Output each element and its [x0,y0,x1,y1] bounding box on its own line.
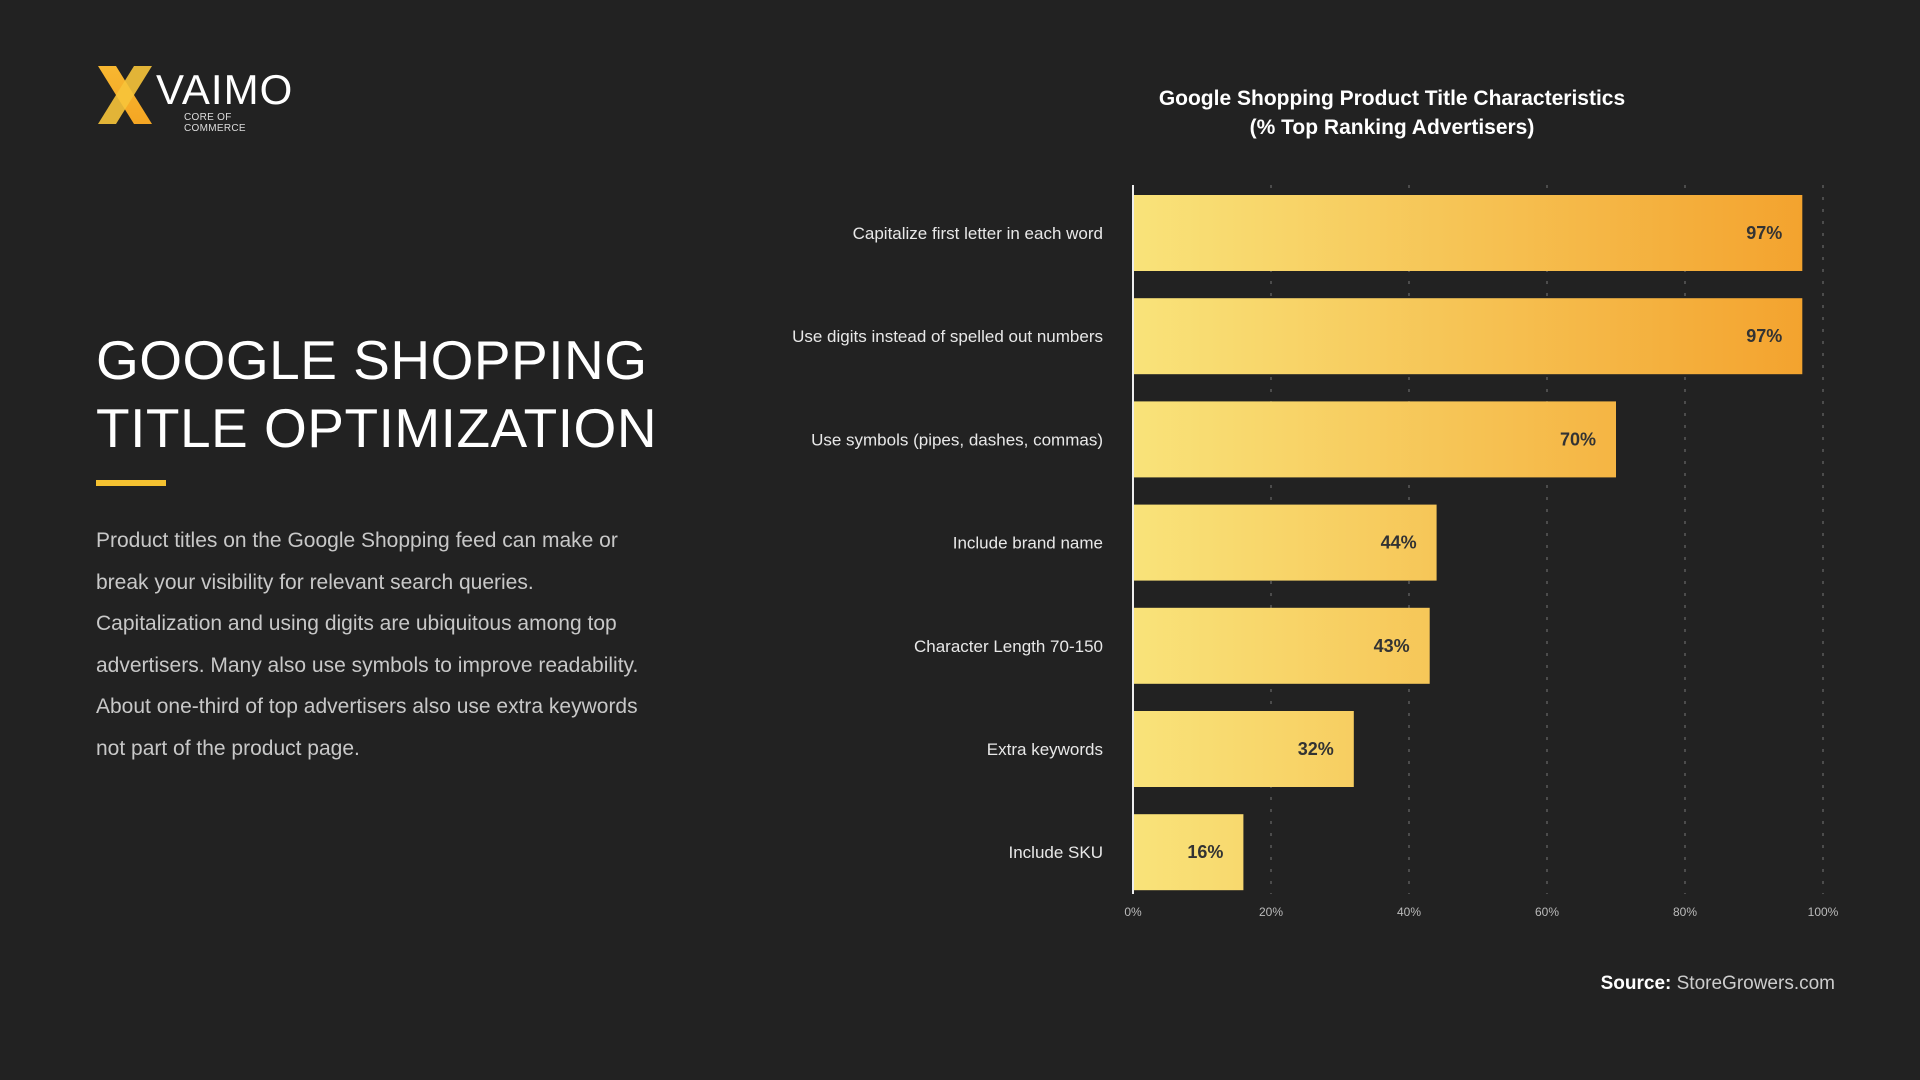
x-tick-label: 100% [1808,905,1839,919]
data-label: 43% [1374,636,1410,656]
bar [1134,711,1354,787]
chart-title-main: Google Shopping Product Title Characteri… [1158,87,1626,110]
data-label: 97% [1746,326,1782,346]
logo-wordmark: VAIMO [156,66,294,113]
category-label: Extra keywords [987,740,1103,759]
data-label: 44% [1381,533,1417,553]
bar [1134,298,1803,375]
category-label: Capitalize first letter in each word [853,224,1103,243]
bar [1134,814,1244,891]
data-label: 97% [1746,223,1782,243]
source-value: StoreGrowers.com [1676,973,1835,994]
data-label: 32% [1298,739,1334,759]
category-label: Include SKU [1009,843,1104,862]
x-tick-label: 20% [1259,905,1283,919]
category-label: Include brand name [953,534,1103,553]
category-label: Character Length 70-150 [914,637,1103,656]
bar [1134,401,1616,478]
category-label: Use symbols (pipes, dashes, commas) [811,430,1103,449]
data-label: 16% [1187,842,1223,862]
logo-tagline: CORE OF COMMERCE [184,112,246,134]
data-label: 70% [1560,429,1596,449]
vaimo-x-icon [98,66,152,124]
title-line-2: TITLE OPTIMIZATION [96,397,658,459]
x-tick-label: 80% [1673,905,1697,919]
category-label: Use digits instead of spelled out number… [792,327,1103,346]
bar [1134,607,1430,684]
chart-title: Google Shopping Product Title Characteri… [1092,84,1692,142]
source-note: Source: StoreGrowers.com [1601,973,1835,995]
accent-divider [96,480,166,486]
title-line-1: GOOGLE SHOPPING [96,329,648,391]
vaimo-logo: VAIMO CORE OF COMMERCE [96,62,296,134]
bar [1134,504,1437,581]
x-tick-label: 0% [1124,905,1142,919]
chart-subtitle: (% Top Ranking Advertisers) [1249,116,1535,139]
source-label: Source: [1600,973,1672,994]
page-title: GOOGLE SHOPPING TITLE OPTIMIZATION [96,326,696,462]
description: Product titles on the Google Shopping fe… [96,529,639,760]
x-tick-label: 40% [1397,905,1421,919]
x-tick-label: 60% [1535,905,1559,919]
bar [1134,195,1803,271]
